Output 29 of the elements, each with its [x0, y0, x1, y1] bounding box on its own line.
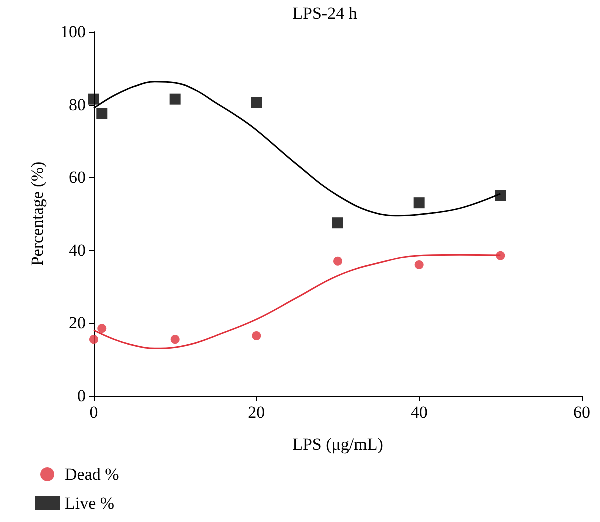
point: [96, 108, 108, 120]
x-tick-label: 60: [574, 403, 590, 422]
x-axis-title: LPS (μg/mL): [292, 435, 384, 454]
x-tick-label: 20: [248, 403, 266, 422]
y-tick-label: 100: [60, 22, 86, 42]
y-tick-label: 40: [69, 240, 86, 260]
point: [334, 256, 342, 266]
point: [170, 335, 180, 344]
point: [170, 94, 181, 105]
point: [88, 94, 100, 105]
point: [332, 218, 344, 229]
point: [90, 335, 98, 344]
y-tick-label: 20: [69, 314, 86, 333]
x-tick-label: 40: [410, 403, 428, 422]
point: [252, 331, 262, 340]
y-tick-label: 80: [69, 95, 86, 114]
point: [414, 260, 424, 270]
chart-title: LPS-24 h: [292, 4, 358, 23]
x-tick-label: 0: [90, 403, 98, 422]
y-tick-label: 0: [78, 386, 86, 406]
legend-label: Dead %: [65, 465, 120, 484]
point: [495, 190, 506, 202]
point: [414, 198, 425, 209]
y-axis-title: Percentage (%): [28, 162, 47, 266]
point: [496, 251, 506, 260]
point: [98, 324, 107, 334]
point: [251, 97, 262, 108]
legend-label: Live %: [65, 494, 115, 513]
y-tick-label: 60: [69, 168, 86, 188]
